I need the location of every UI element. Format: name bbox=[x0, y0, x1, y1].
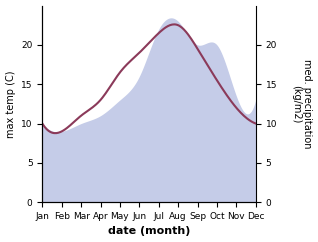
X-axis label: date (month): date (month) bbox=[108, 227, 190, 236]
Y-axis label: med. precipitation
(kg/m2): med. precipitation (kg/m2) bbox=[291, 59, 313, 149]
Y-axis label: max temp (C): max temp (C) bbox=[5, 70, 16, 138]
